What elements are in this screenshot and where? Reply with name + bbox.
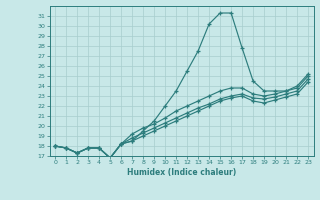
X-axis label: Humidex (Indice chaleur): Humidex (Indice chaleur): [127, 168, 236, 177]
